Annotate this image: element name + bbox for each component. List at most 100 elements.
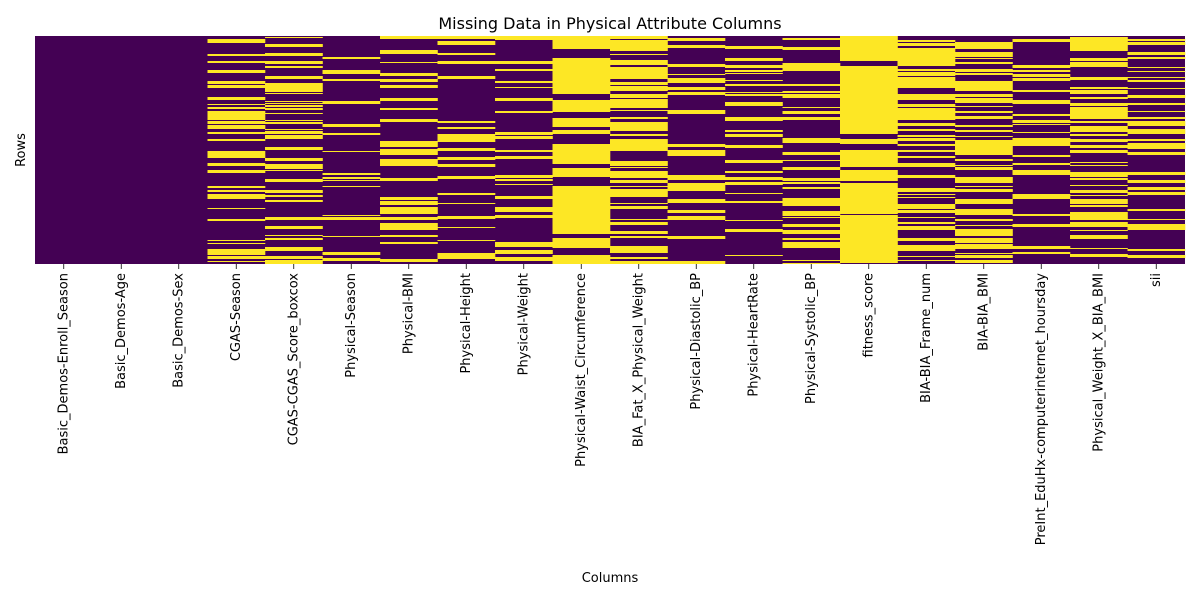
- missing-cell: [1070, 64, 1128, 66]
- missing-cell: [667, 92, 726, 95]
- missing-cell: [725, 94, 783, 96]
- missing-cell: [610, 162, 668, 165]
- missing-cell: [840, 88, 898, 91]
- missing-cell: [1127, 219, 1186, 220]
- missing-cell: [782, 47, 841, 50]
- missing-cell: [1070, 205, 1128, 207]
- missing-cell: [1070, 41, 1128, 44]
- missing-cell: [1070, 126, 1128, 128]
- missing-cell: [955, 246, 1013, 248]
- missing-cell: [1127, 103, 1186, 104]
- missing-cell: [1070, 254, 1128, 256]
- missing-cell: [552, 163, 611, 164]
- missing-cell: [380, 52, 438, 54]
- missing-cell: [552, 58, 611, 63]
- missing-cell: [955, 201, 1013, 204]
- missing-cell: [667, 187, 726, 188]
- missing-cell: [725, 134, 783, 137]
- missing-cell: [840, 47, 898, 48]
- missing-cell: [1070, 223, 1128, 225]
- missing-cell: [265, 170, 323, 171]
- missing-cell: [380, 163, 438, 165]
- missing-cell: [667, 112, 726, 113]
- missing-cell: [380, 229, 438, 230]
- missing-cell: [552, 63, 611, 68]
- heatmap-column: [437, 36, 496, 259]
- missing-cell: [897, 63, 956, 66]
- missing-cell: [840, 242, 898, 247]
- missing-cell: [495, 250, 553, 251]
- missing-cell: [495, 257, 553, 259]
- missing-cell: [897, 41, 956, 42]
- missing-cell: [265, 226, 323, 227]
- missing-cell: [840, 133, 898, 134]
- missing-cell: [840, 66, 898, 71]
- missing-cell: [782, 205, 841, 206]
- missing-cell: [955, 145, 1013, 148]
- missing-cell: [725, 193, 783, 194]
- missing-cell: [552, 154, 611, 158]
- missing-cell: [897, 51, 956, 52]
- missing-cell: [897, 138, 956, 140]
- missing-cell: [1012, 141, 1071, 144]
- missing-cell: [207, 114, 266, 116]
- missing-cell: [1127, 152, 1186, 153]
- missing-cell: [840, 86, 898, 88]
- missing-cell: [495, 251, 553, 254]
- missing-cell: [610, 161, 668, 162]
- missing-cell: [1070, 222, 1128, 223]
- missing-cell: [610, 219, 668, 220]
- missing-cell: [1070, 130, 1128, 132]
- heatmap-column: [1012, 39, 1071, 254]
- missing-cell: [725, 46, 783, 49]
- missing-cell: [667, 150, 726, 151]
- missing-cell: [955, 212, 1013, 215]
- missing-cell: [610, 60, 668, 62]
- missing-cell: [840, 229, 898, 232]
- missing-cell: [840, 139, 898, 144]
- missing-cell: [782, 141, 841, 143]
- missing-cell: [495, 136, 553, 137]
- missing-cell: [610, 181, 668, 183]
- missing-cell: [840, 187, 898, 189]
- missing-cell: [1012, 138, 1071, 141]
- missing-cell: [897, 105, 956, 107]
- missing-cell: [380, 161, 438, 163]
- missing-cell: [495, 215, 553, 218]
- heatmap-column: [322, 57, 381, 261]
- missing-cell: [897, 194, 956, 195]
- missing-cell: [782, 160, 841, 161]
- missing-cell: [207, 107, 266, 108]
- missing-cell: [955, 244, 1013, 246]
- missing-cell: [265, 260, 323, 262]
- missing-cell: [322, 215, 381, 216]
- missing-cell: [840, 112, 898, 114]
- missing-cell: [725, 58, 783, 61]
- missing-cell: [610, 82, 668, 85]
- missing-cell: [725, 73, 783, 74]
- missing-cell: [1070, 147, 1128, 148]
- missing-cell: [667, 184, 726, 186]
- missing-cell: [552, 189, 611, 193]
- missing-cell: [380, 143, 438, 145]
- missing-cell: [897, 191, 956, 192]
- missing-cell: [610, 63, 668, 65]
- missing-cell: [207, 125, 266, 128]
- missing-cell: [1127, 80, 1186, 82]
- missing-cell: [1070, 195, 1128, 196]
- missing-cell: [610, 42, 668, 45]
- missing-cell: [265, 84, 323, 85]
- missing-cell: [725, 66, 783, 68]
- missing-cell: [1012, 39, 1071, 42]
- heatmap-column: [610, 36, 668, 264]
- x-tick-label: sii: [1149, 273, 1164, 287]
- missing-cell: [610, 195, 668, 197]
- missing-cell: [1127, 129, 1186, 132]
- missing-cell: [1012, 155, 1071, 157]
- missing-cell: [782, 230, 841, 232]
- missing-cell: [380, 62, 438, 63]
- missing-cell: [552, 118, 611, 122]
- missing-cell: [1127, 42, 1186, 45]
- missing-cell: [437, 127, 496, 129]
- missing-cell: [610, 76, 668, 79]
